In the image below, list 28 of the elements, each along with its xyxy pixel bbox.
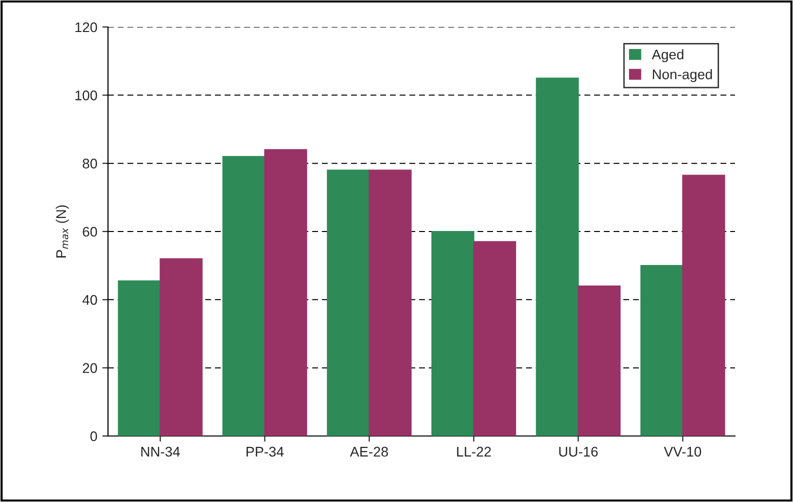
bar	[326, 170, 370, 436]
x-tick-label: AE-28	[350, 446, 388, 457]
y-tick-label: 80	[82, 158, 98, 169]
y-tick-label: 120	[75, 22, 98, 32]
bar	[473, 241, 516, 436]
legend-label: Non-aged	[652, 69, 712, 82]
y-tick-label: 60	[82, 226, 98, 237]
x-tick-label: NN-34	[141, 446, 180, 457]
legend-label: Aged	[652, 49, 684, 62]
x-tick-label: VV-10	[664, 446, 702, 457]
bar	[640, 265, 684, 436]
bar	[682, 174, 726, 436]
bar	[368, 170, 412, 436]
y-axis-title: P$_{max}$ (N)	[56, 205, 69, 258]
y-tick-label: 20	[82, 363, 98, 374]
y-tick-label: 0	[90, 431, 98, 442]
bar	[431, 230, 474, 436]
bar	[536, 78, 579, 436]
x-tick-label: LL-22	[457, 446, 491, 456]
bar	[264, 149, 308, 436]
bar	[160, 258, 203, 436]
x-tick-label: UU-16	[559, 446, 598, 457]
bar	[118, 280, 161, 436]
x-tick-label: PP-34	[246, 446, 284, 457]
bar	[578, 285, 621, 436]
y-tick-label: 40	[82, 295, 98, 305]
bar	[222, 156, 266, 436]
y-tick-label: 100	[75, 90, 98, 100]
